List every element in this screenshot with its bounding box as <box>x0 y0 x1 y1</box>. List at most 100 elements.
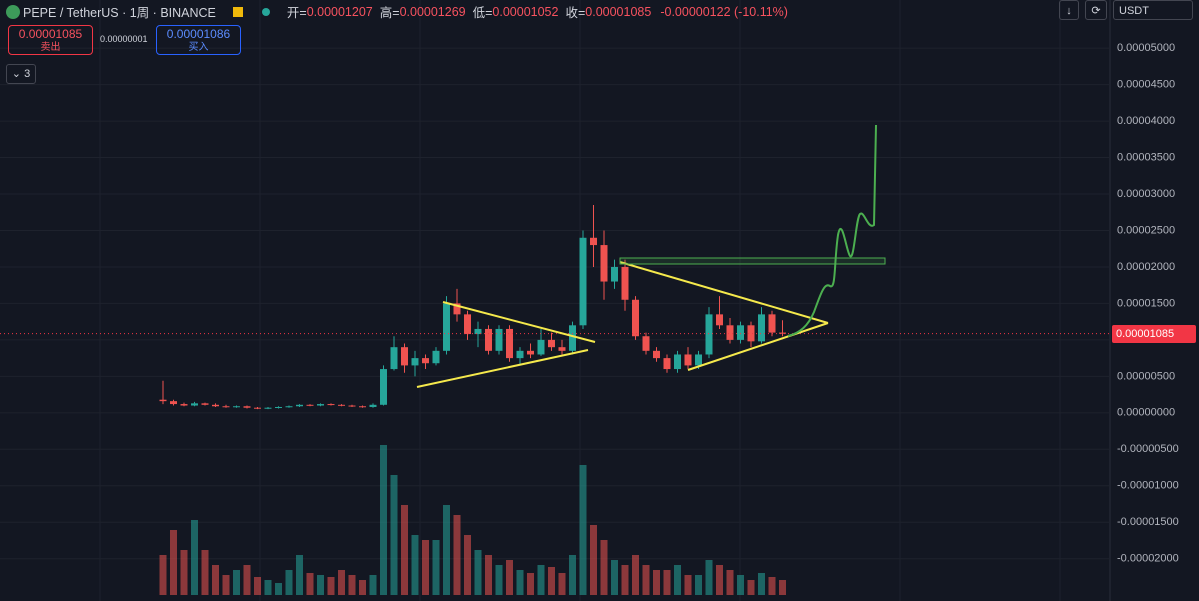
y-tick-label: 0.00004500 <box>1117 79 1175 91</box>
volume-bar <box>285 570 293 595</box>
candle-body <box>506 328 513 359</box>
candle-body <box>243 406 251 408</box>
y-tick-label: 0.00002000 <box>1117 261 1175 273</box>
candle-body <box>275 406 282 408</box>
candle-body <box>401 347 408 366</box>
candle-body <box>779 332 786 334</box>
candle-body <box>212 404 219 407</box>
candle-body <box>621 266 629 300</box>
download-button[interactable]: ↓ <box>1059 0 1079 20</box>
volume-bar <box>254 577 261 595</box>
candle-body <box>180 404 188 406</box>
volume-bar <box>296 555 303 595</box>
candle-body <box>695 354 702 366</box>
symbol-icon <box>6 4 20 19</box>
candle-body <box>327 404 335 406</box>
candle-body <box>495 328 503 351</box>
candle-body <box>590 237 597 246</box>
candle-body <box>306 404 314 406</box>
candle-body <box>632 299 639 337</box>
candle-body <box>737 325 744 340</box>
y-tick-label: -0.00001500 <box>1117 516 1179 528</box>
volume-bar <box>695 575 702 595</box>
candle-body <box>611 266 618 282</box>
candle-body <box>663 358 671 370</box>
currency-select[interactable]: USDT <box>1113 0 1193 20</box>
y-tick-label: 0.00000000 <box>1117 407 1175 419</box>
volume-bar <box>348 575 356 595</box>
volume-bar <box>527 573 534 595</box>
symbol: PEPE / TetherUS · 1周 · BINANCE <box>23 6 216 20</box>
candle-body <box>191 403 198 406</box>
y-tick-label: 0.00004000 <box>1117 115 1175 127</box>
y-tick-label: 0.00001500 <box>1117 297 1175 309</box>
indicators-toggle[interactable]: ⌄ 3 <box>6 64 36 84</box>
candle-body <box>747 325 755 342</box>
volume-bar <box>737 575 744 595</box>
volume-bar <box>779 580 786 595</box>
high: 0.00001269 <box>399 4 466 19</box>
volume-bar <box>726 570 734 595</box>
candle-body <box>600 245 608 282</box>
candle-body <box>254 407 261 409</box>
volume-bar <box>684 575 692 595</box>
sell-label: 卖出 <box>40 42 61 53</box>
flag <box>232 6 243 17</box>
candle-body <box>569 325 576 351</box>
y-tick-label: 0.00003500 <box>1117 151 1175 163</box>
indicators-count: 3 <box>24 68 31 80</box>
candle-body <box>527 350 534 355</box>
volume-bar <box>327 577 335 595</box>
candle-body <box>201 403 209 405</box>
high-label: 高= <box>379 6 400 20</box>
sell-button[interactable]: 0.00001085 卖出 <box>8 25 93 55</box>
volume-bar <box>390 475 398 595</box>
volume-bar <box>464 535 471 595</box>
candle-body <box>233 406 240 408</box>
candle-body <box>548 339 555 348</box>
last-price-label: 0.00001085 <box>1112 324 1196 343</box>
candle-body <box>474 328 482 335</box>
drawings <box>416 124 886 388</box>
volume-bar <box>233 570 240 595</box>
candle-body <box>222 406 230 408</box>
low-label: 低= <box>472 6 493 20</box>
open: 0.00001207 <box>306 4 373 19</box>
volume-bar <box>306 573 314 595</box>
candle-body <box>422 358 429 364</box>
candle-body <box>558 347 566 351</box>
buy-price: 0.00001086 <box>166 27 231 41</box>
volume-bar <box>485 555 492 595</box>
buy-button[interactable]: 0.00001086 买入 <box>156 25 241 55</box>
volume-bar <box>653 570 660 595</box>
volume-bar <box>201 550 209 595</box>
close-label: 收= <box>565 6 586 20</box>
candle-body <box>516 350 524 359</box>
volume-bar <box>674 565 681 595</box>
candle-body <box>369 404 377 407</box>
trend-line <box>687 322 829 371</box>
refresh-button[interactable]: ⟳ <box>1085 0 1107 20</box>
volume-bar <box>716 565 723 595</box>
volume-bar <box>432 540 440 595</box>
volume-bar <box>569 555 576 595</box>
volume-bar <box>369 575 377 595</box>
trend-line <box>416 349 589 388</box>
volume-bar <box>768 577 776 595</box>
volume-bar <box>548 567 555 595</box>
volume-bar <box>705 560 713 595</box>
candle-body <box>768 314 776 333</box>
candle-body <box>317 404 324 406</box>
y-tick-label: 0.00000500 <box>1117 370 1175 382</box>
candle-body <box>716 314 723 326</box>
spread: 0.00000001 <box>100 34 148 44</box>
volume-bar <box>663 570 671 595</box>
candle-body <box>348 405 356 407</box>
candle-body <box>726 325 734 340</box>
candle-body <box>537 339 545 355</box>
candle-body <box>443 303 450 351</box>
candle-body <box>485 328 492 351</box>
volume-bar <box>474 550 482 595</box>
